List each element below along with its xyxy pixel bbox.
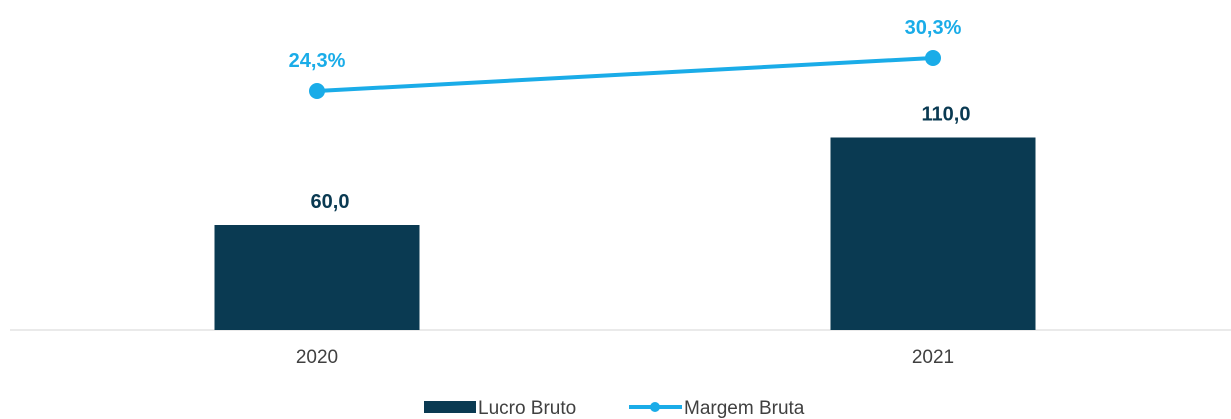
line-series-margem-bruta bbox=[309, 50, 941, 99]
line-path-margem-bruta bbox=[316, 56, 934, 93]
line-data-labels: 24,3% 30,3% bbox=[289, 17, 962, 72]
bar-2021 bbox=[830, 137, 1036, 330]
x-tick-label-2021: 2021 bbox=[912, 347, 954, 368]
legend-label-lucro-bruto: Lucro Bruto bbox=[478, 398, 576, 419]
legend-marker-margem-bruta bbox=[650, 402, 660, 412]
bar-data-labels: 60,0 110,0 bbox=[311, 104, 971, 214]
legend-swatch-lucro-bruto bbox=[424, 401, 476, 413]
x-tick-labels: 2020 2021 bbox=[296, 347, 954, 368]
line-point-2021 bbox=[925, 50, 941, 66]
bar-series-lucro-bruto bbox=[214, 137, 1036, 330]
legend: Lucro Bruto Margem Bruta bbox=[424, 398, 805, 419]
legend-label-margem-bruta: Margem Bruta bbox=[684, 398, 805, 419]
line-value-label-2020: 24,3% bbox=[289, 50, 346, 72]
line-value-label-2021: 30,3% bbox=[905, 17, 962, 39]
bar-2020 bbox=[214, 225, 420, 330]
line-point-2020 bbox=[309, 83, 325, 99]
bar-value-label-2020: 60,0 bbox=[311, 191, 350, 213]
x-tick-label-2020: 2020 bbox=[296, 347, 338, 368]
bar-value-label-2021: 110,0 bbox=[922, 104, 971, 126]
